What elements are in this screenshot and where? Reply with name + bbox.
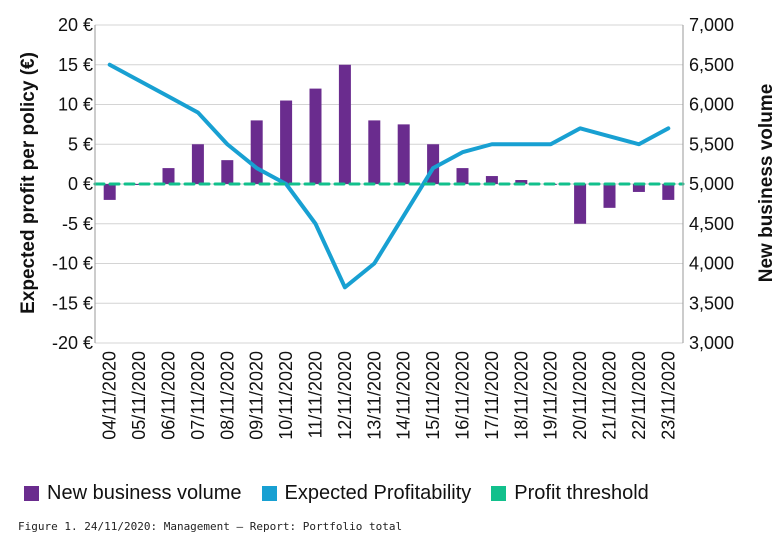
bar bbox=[662, 184, 675, 200]
profitability-line bbox=[107, 62, 671, 290]
legend-item-volume: New business volume bbox=[24, 482, 242, 505]
x-tick-label: 20/11/2020 bbox=[570, 351, 590, 440]
legend-swatch-profitability bbox=[261, 486, 277, 501]
bar bbox=[221, 160, 234, 184]
axes: -20 € -15 € -10 € -5 € 0 € 5 € 10 € 15 € 20 € 3,0… bbox=[52, 15, 734, 440]
bar bbox=[397, 124, 410, 184]
x-tick-label: 07/11/2020 bbox=[188, 351, 208, 440]
x-tick-label: 23/11/2020 bbox=[658, 351, 678, 440]
legend-swatch-volume bbox=[24, 486, 39, 501]
y-tick-label-right: 3,000 bbox=[689, 333, 734, 353]
bar bbox=[280, 100, 293, 184]
x-tick-label: 10/11/2020 bbox=[276, 351, 296, 440]
x-tick-label: 16/11/2020 bbox=[453, 351, 473, 440]
y-tick-label-left: -15 € bbox=[52, 293, 93, 313]
x-tick-label: 22/11/2020 bbox=[629, 351, 649, 440]
x-tick-label: 18/11/2020 bbox=[511, 351, 531, 440]
y-tick-label-left: 20 € bbox=[58, 15, 93, 35]
y-tick-label-right: 5,500 bbox=[689, 134, 734, 154]
y-tick-label-right: 4,000 bbox=[689, 254, 734, 274]
legend-label-profitability: Expected Profitability bbox=[284, 482, 472, 504]
figure-caption: Figure 1. 24/11/2020: Management – Repor… bbox=[18, 520, 403, 533]
y-tick-label-left: 5 € bbox=[68, 134, 93, 154]
y-axis-title-left: Expected profit per policy (€) bbox=[18, 52, 39, 314]
y-tick-label-left: -10 € bbox=[52, 254, 93, 274]
y-tick-label-left: 0 € bbox=[68, 174, 93, 194]
legend-item-profitability: Expected Profitability bbox=[261, 482, 472, 505]
x-tick-label: 08/11/2020 bbox=[217, 351, 237, 440]
bar bbox=[162, 168, 175, 184]
legend-label-threshold: Profit threshold bbox=[514, 482, 649, 504]
x-tick-label: 14/11/2020 bbox=[394, 351, 414, 440]
x-tick-label: 05/11/2020 bbox=[129, 351, 149, 440]
bar bbox=[250, 120, 263, 184]
x-tick-label: 12/11/2020 bbox=[335, 351, 355, 440]
bar bbox=[191, 144, 204, 184]
y-tick-label-right: 5,000 bbox=[689, 174, 734, 194]
bar bbox=[103, 184, 116, 200]
bar bbox=[338, 64, 351, 184]
bar bbox=[309, 88, 322, 184]
y-tick-label-left: 10 € bbox=[58, 95, 93, 115]
x-tick-label: 19/11/2020 bbox=[541, 351, 561, 440]
y-tick-label-left: 15 € bbox=[58, 55, 93, 75]
y-tick-label-left: -20 € bbox=[52, 333, 93, 353]
bar bbox=[632, 184, 645, 192]
y-tick-label-right: 6,000 bbox=[689, 95, 734, 115]
chart: -20 € -15 € -10 € -5 € 0 € 5 € 10 € 15 € 20 € 3,0… bbox=[18, 15, 777, 440]
y-tick-label-right: 3,500 bbox=[689, 293, 734, 313]
x-tick-label: 13/11/2020 bbox=[364, 351, 384, 440]
y-tick-label-right: 4,500 bbox=[689, 214, 734, 234]
x-tick-label: 21/11/2020 bbox=[600, 351, 620, 440]
x-tick-label: 06/11/2020 bbox=[159, 351, 179, 440]
legend-item-threshold: Profit threshold bbox=[491, 482, 649, 505]
y-tick-label-left: -5 € bbox=[62, 214, 93, 234]
bar bbox=[574, 184, 587, 224]
y-tick-label-right: 7,000 bbox=[689, 15, 734, 35]
x-tick-label: 15/11/2020 bbox=[423, 351, 443, 440]
bar bbox=[456, 168, 469, 184]
legend-label-volume: New business volume bbox=[47, 482, 242, 504]
x-tick-label: 17/11/2020 bbox=[482, 351, 502, 440]
x-tick-label: 04/11/2020 bbox=[100, 351, 120, 440]
legend-swatch-threshold bbox=[491, 486, 507, 501]
legend: New business volume Expected Profitabili… bbox=[24, 482, 669, 505]
y-axis-title-right: New business volume bbox=[756, 84, 777, 283]
y-tick-label-right: 6,500 bbox=[689, 55, 734, 75]
line-series bbox=[93, 62, 685, 290]
x-tick-label: 11/11/2020 bbox=[306, 351, 326, 438]
bar bbox=[603, 184, 616, 208]
x-tick-label: 09/11/2020 bbox=[247, 351, 267, 440]
bar bbox=[485, 176, 498, 184]
bar bbox=[515, 180, 528, 184]
bar bbox=[368, 120, 381, 184]
